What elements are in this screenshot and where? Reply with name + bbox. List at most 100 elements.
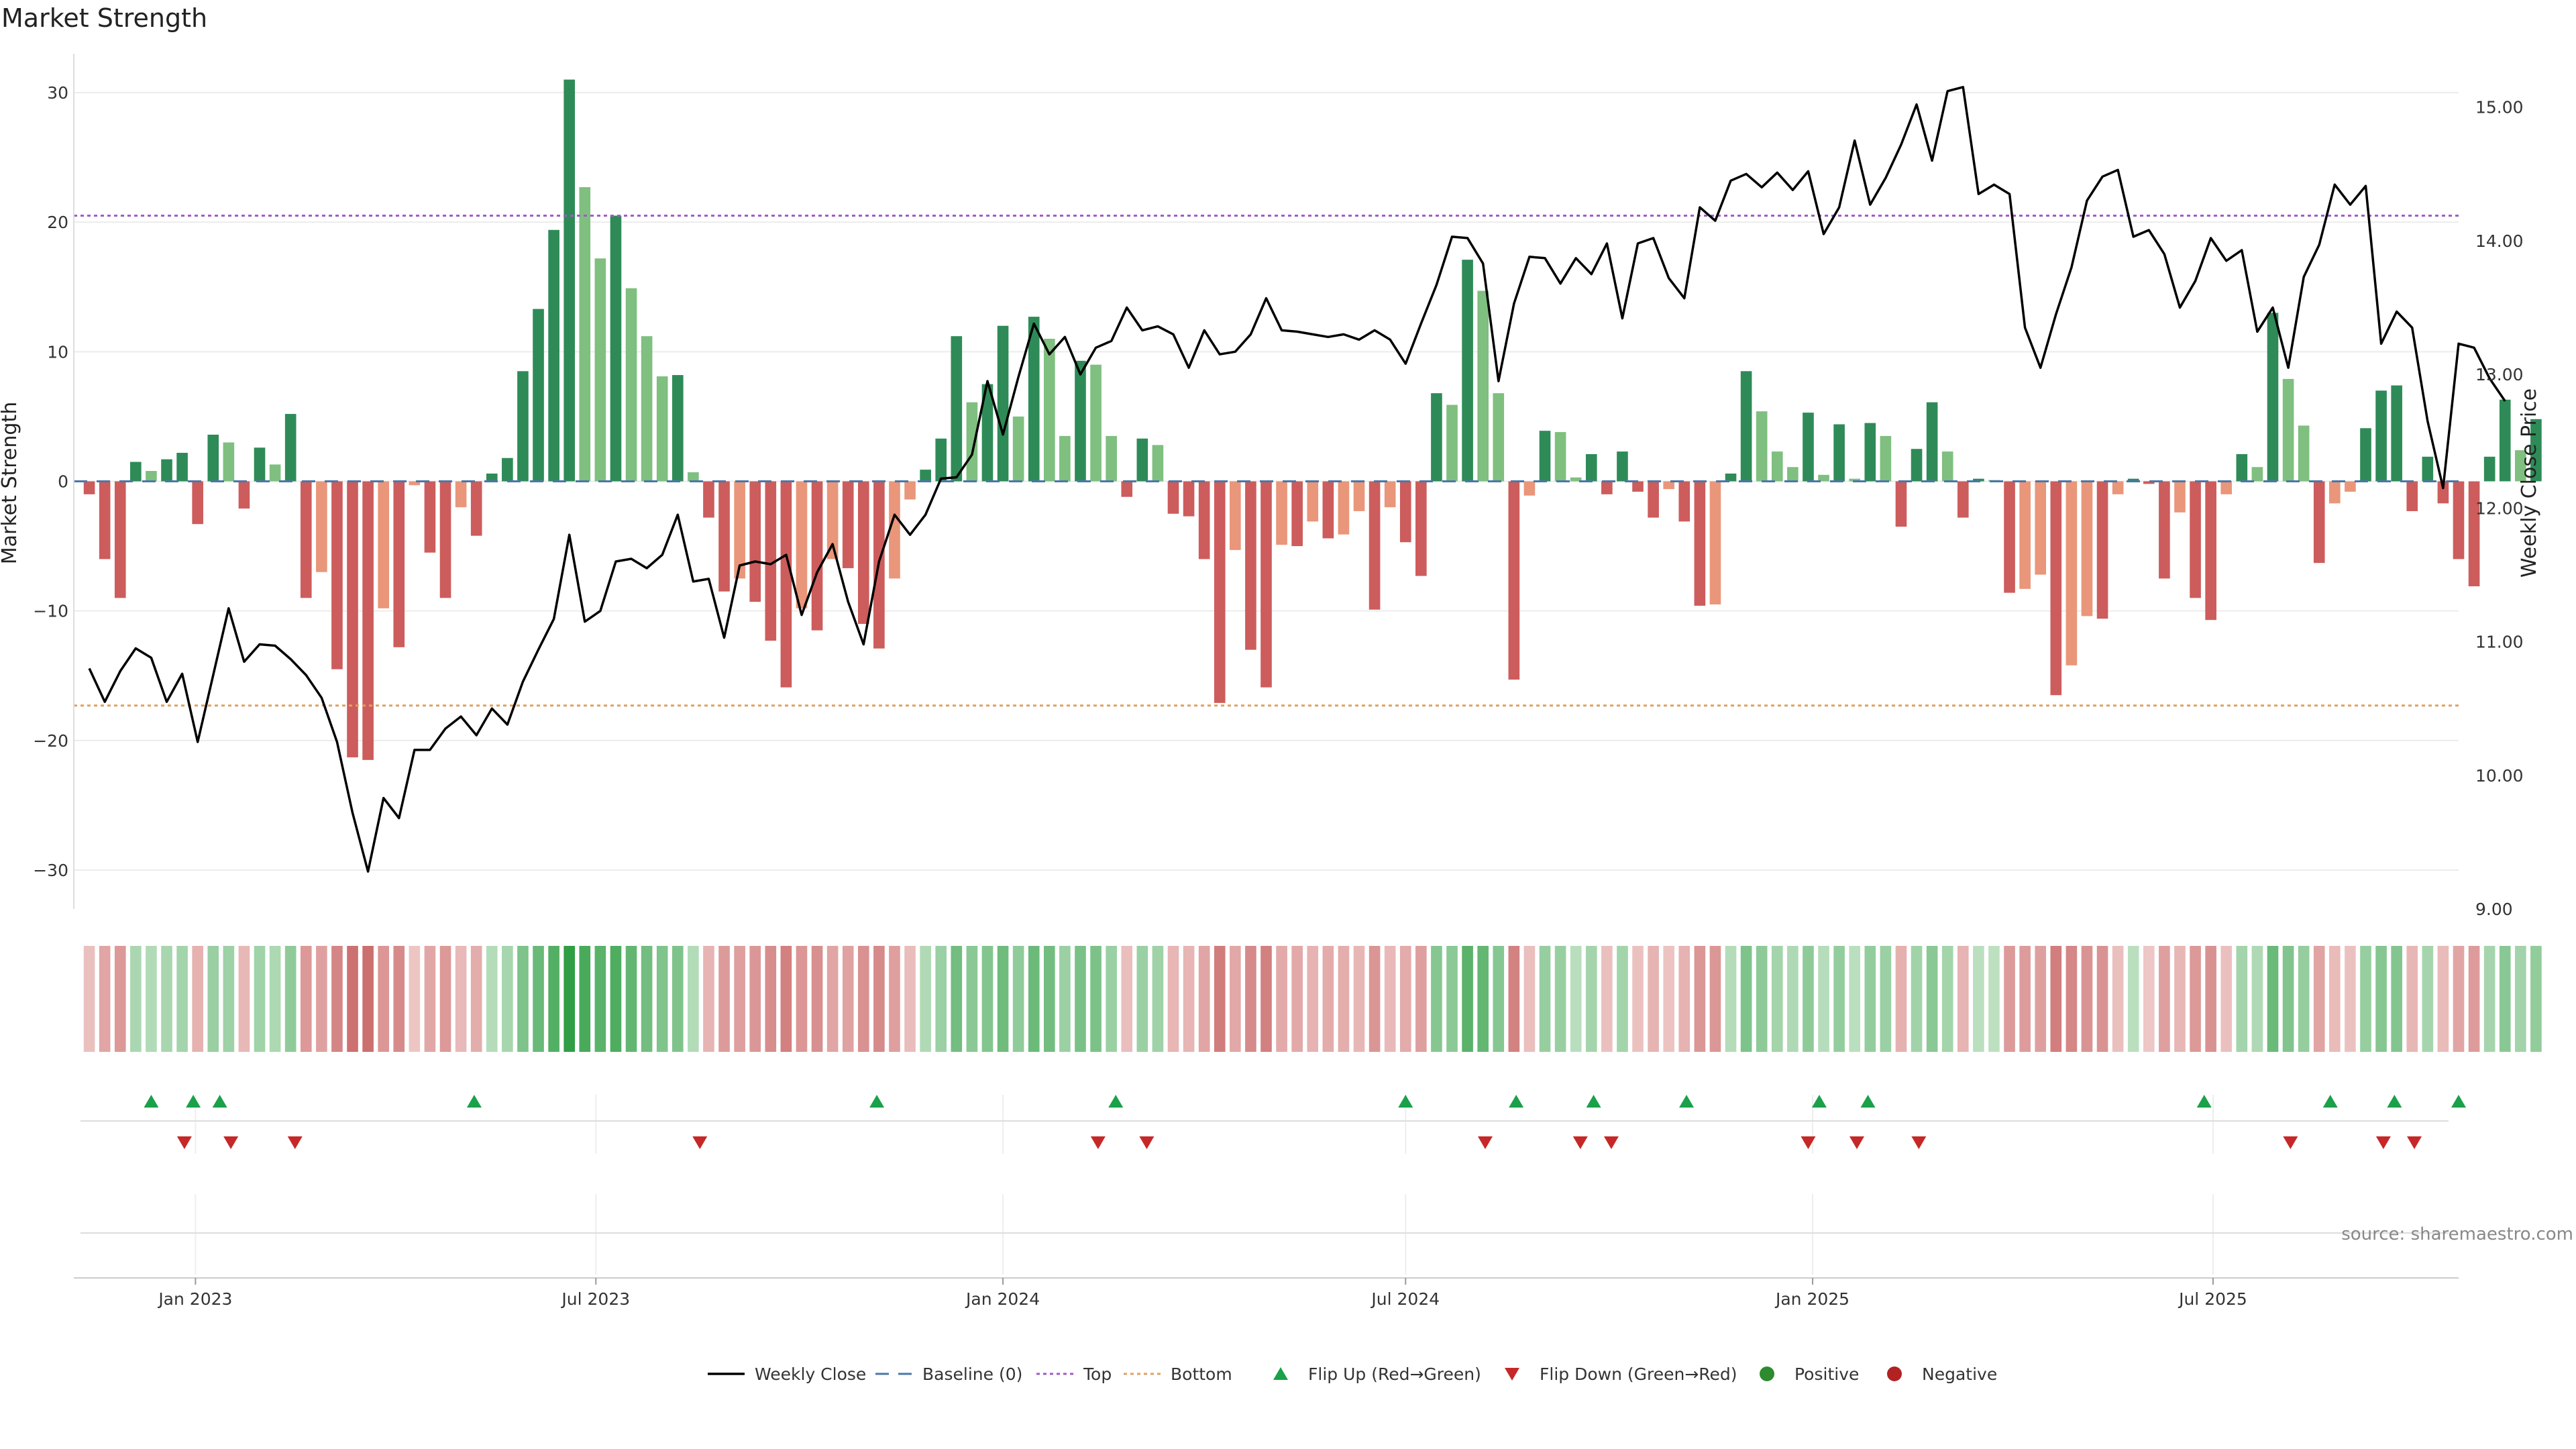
strength-bar (935, 438, 947, 482)
strength-bar (1601, 481, 1613, 494)
heat-cell (284, 946, 297, 1052)
heat-cell (656, 946, 668, 1052)
strength-bar (2267, 313, 2279, 482)
heat-cell (2267, 946, 2279, 1052)
flip-up-marker (2322, 1095, 2338, 1108)
heat-cell (2499, 946, 2511, 1052)
heat-cell (1106, 946, 1117, 1052)
heat-cell (1044, 946, 1055, 1052)
strength-bar (1012, 416, 1024, 482)
heat-cell (2282, 946, 2294, 1052)
strength-bar (1075, 360, 1086, 482)
flip-down-marker (223, 1136, 239, 1149)
strength-bar (594, 258, 606, 482)
heat-cell (2251, 946, 2263, 1052)
heat-cell (1864, 946, 1876, 1052)
left-tick-label: 0 (58, 472, 68, 492)
heat-cell (2483, 946, 2496, 1052)
strength-bar (378, 481, 389, 608)
strength-bar (703, 481, 714, 518)
heat-cell (1415, 946, 1427, 1052)
heat-cell (2081, 946, 2093, 1052)
flip-up-marker (1398, 1095, 1413, 1108)
heat-cell (904, 946, 916, 1052)
strength-bar (548, 229, 559, 482)
strength-bar (920, 470, 931, 482)
heat-cell (672, 946, 684, 1052)
heat-cell (533, 946, 544, 1052)
strength-bar (564, 79, 576, 482)
strength-bar (393, 481, 405, 647)
strength-bar (1973, 478, 1984, 482)
right-tick-label: 13.00 (2475, 365, 2524, 384)
heat-cell (1198, 946, 1210, 1052)
strength-bar (2220, 481, 2233, 494)
heat-cell (99, 946, 111, 1052)
strength-bar (2329, 481, 2341, 504)
flip-down-marker (1139, 1136, 1155, 1149)
heat-cell (1353, 946, 1365, 1052)
flip-down-marker (2407, 1136, 2422, 1149)
strength-bar (610, 215, 622, 482)
heat-cell (393, 946, 405, 1052)
heat-cell (2035, 946, 2047, 1052)
strength-bar (1152, 445, 1164, 482)
strength-bar (796, 481, 808, 608)
heat-cell (1725, 946, 1737, 1052)
heat-cell (548, 946, 559, 1052)
flip-up-marker (1586, 1095, 1601, 1108)
strength-bar (223, 442, 235, 482)
strength-bar (842, 481, 854, 568)
legend-label: Top (1083, 1364, 1112, 1384)
strength-bar (2065, 481, 2078, 665)
strength-bar (1260, 481, 1272, 688)
strength-bar (1399, 481, 1411, 543)
month-gridlines (195, 1095, 2214, 1275)
strength-bar (1307, 481, 1319, 522)
heat-cell (2468, 946, 2480, 1052)
strength-bar (966, 402, 978, 482)
legend-label: Flip Up (Red→Green) (1308, 1364, 1481, 1384)
heat-cell (1585, 946, 1597, 1052)
flip-down-marker (176, 1136, 192, 1149)
heat-cell (439, 946, 451, 1052)
heat-cell (1307, 946, 1319, 1052)
heat-cell (1523, 946, 1536, 1052)
strength-bar (2483, 456, 2496, 482)
flip-up-marker (1108, 1095, 1124, 1108)
x-tick-label: Jul 2025 (2178, 1289, 2247, 1309)
right-tick-label: 15.00 (2475, 98, 2524, 117)
heat-cell (1849, 946, 1861, 1052)
heat-cell (2174, 946, 2186, 1052)
heat-cell (1601, 946, 1613, 1052)
flip-up-marker (186, 1095, 201, 1108)
strength-bar (470, 481, 482, 536)
legend-item-flip-up: Flip Up (Red→Green) (1273, 1364, 1481, 1384)
strength-bar (2515, 450, 2526, 482)
legend-item-bottom: Bottom (1124, 1364, 1232, 1384)
heat-cell (734, 946, 745, 1052)
heat-cell (857, 946, 869, 1052)
strength-bar (1245, 481, 1256, 650)
flip-down-marker (1849, 1136, 1865, 1149)
strength-bar (1044, 339, 1055, 482)
left-tick-label: −10 (33, 602, 68, 621)
flip-up-marker (1679, 1095, 1695, 1108)
strength-bar (2406, 481, 2418, 511)
heat-cell (192, 946, 203, 1052)
flip-down-marker (1911, 1136, 1927, 1149)
strength-bar (2081, 481, 2093, 616)
strength-bar (1276, 481, 1287, 545)
heat-cell (1880, 946, 1892, 1052)
heat-cell (1926, 946, 1938, 1052)
strength-bar (316, 481, 327, 572)
heat-cell (207, 946, 219, 1052)
heat-cell (2345, 946, 2356, 1052)
heat-cell (997, 946, 1009, 1052)
strength-bar (254, 447, 266, 482)
heat-cell (1230, 946, 1241, 1052)
strength-bar (83, 481, 95, 494)
flip-markers (80, 1095, 2466, 1234)
heat-cell (2236, 946, 2248, 1052)
strength-bar (1446, 405, 1458, 482)
